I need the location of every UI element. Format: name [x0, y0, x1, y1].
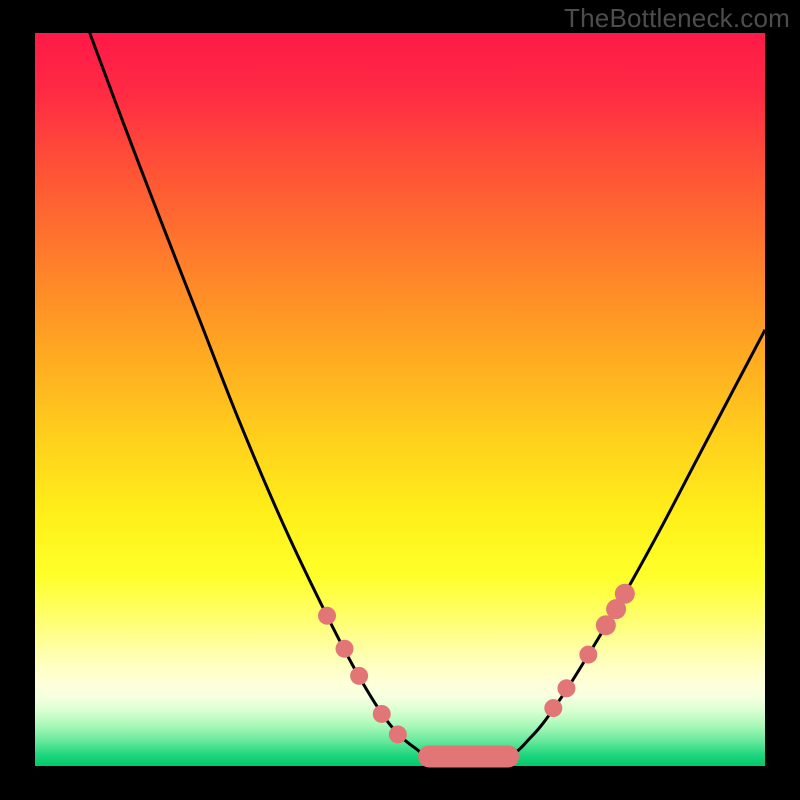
- marker-dot: [318, 607, 336, 625]
- marker-dot: [579, 646, 597, 664]
- plot-background: [35, 33, 765, 766]
- marker-dot: [350, 667, 368, 685]
- bottleneck-chart: [0, 0, 800, 800]
- marker-dot: [615, 584, 635, 604]
- watermark-text: TheBottleneck.com: [564, 3, 790, 34]
- marker-dot: [373, 705, 391, 723]
- marker-dot: [544, 699, 562, 717]
- marker-dot: [389, 725, 407, 743]
- marker-dot: [336, 640, 354, 658]
- marker-lozenge: [418, 745, 519, 767]
- marker-dot: [557, 679, 575, 697]
- chart-frame: TheBottleneck.com: [0, 0, 800, 800]
